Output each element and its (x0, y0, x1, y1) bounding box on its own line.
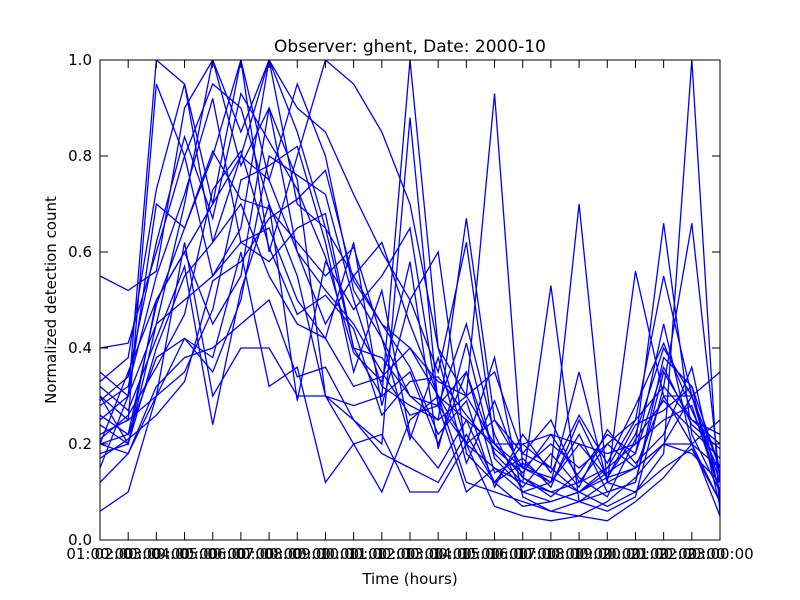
x-tick-label: 18:00:00 (545, 545, 612, 563)
y-tick-label: 0.4 (68, 339, 92, 357)
series-line-10 (100, 154, 720, 493)
x-tick-label: 05:00:00 (179, 545, 246, 563)
x-tick-label: 08:00:00 (264, 545, 331, 563)
series-line-9 (100, 212, 720, 502)
chart-title: Observer: ghent, Date: 2000-10 (274, 37, 546, 57)
x-tick-label: 12:00:00 (376, 545, 443, 563)
x-tick-label: 02:00:00 (94, 545, 161, 563)
y-tick-label: 0.6 (68, 243, 92, 261)
x-tick-label: 09:00:00 (292, 545, 359, 563)
y-tick-label: 0.2 (68, 435, 92, 453)
x-tick-label: 16:00:00 (489, 545, 556, 563)
series-line-8 (100, 60, 720, 517)
series-line-12 (100, 107, 720, 503)
y-tick-label: 0.8 (68, 147, 92, 165)
x-tick-label: 14:00:00 (433, 545, 500, 563)
x-tick-label: 22:00:00 (658, 545, 725, 563)
series-line-17 (100, 251, 720, 512)
series-line-22 (100, 149, 720, 498)
series-line-13 (100, 98, 720, 493)
x-tick-label: 11:00:00 (348, 545, 415, 563)
series-line-18 (100, 203, 720, 507)
series-line-20 (100, 169, 720, 489)
x-axis-label: Time (hours) (361, 570, 457, 588)
x-tick-label: 20:00:00 (602, 545, 669, 563)
x-tick-label: 13:00:00 (404, 545, 471, 563)
y-tick-label: 0.0 (68, 531, 92, 549)
series-line-21 (100, 91, 720, 497)
y-axis-label: Normalized detection count (42, 196, 60, 404)
y-axis: 0.0 0.2 0.4 0.6 0.8 1.0 (68, 51, 720, 549)
y-tick-label: 1.0 (68, 51, 92, 69)
x-tick-label: 23:00:00 (686, 545, 753, 563)
x-tick-label: 21:00:00 (630, 545, 697, 563)
x-tick-label: 19:00:00 (574, 545, 641, 563)
series-line-11 (100, 145, 720, 493)
series-line-14 (100, 202, 720, 517)
x-tick-label: 15:00:00 (461, 545, 528, 563)
x-tick-label: 04:00:00 (151, 545, 218, 563)
x-tick-label: 10:00:00 (320, 545, 387, 563)
x-tick-label: 07:00:00 (235, 545, 302, 563)
x-tick-label: 01:00:00 (66, 545, 133, 563)
x-tick-label: 06:00:00 (207, 545, 274, 563)
series-layer (100, 60, 720, 522)
series-line-16 (100, 242, 720, 522)
x-tick-label: 03:00:00 (123, 545, 190, 563)
x-axis: 01:00:0002:00:0003:00:0004:00:0005:00:00… (66, 60, 754, 563)
x-tick-label: 17:00:00 (517, 545, 584, 563)
